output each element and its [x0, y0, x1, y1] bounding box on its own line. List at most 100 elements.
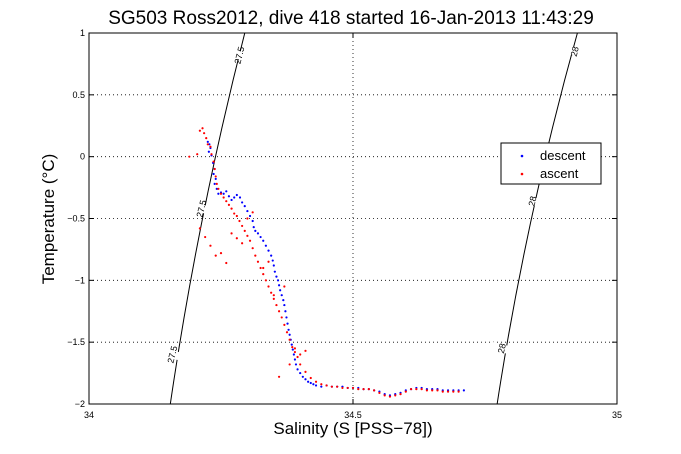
ascent-point [283, 285, 286, 288]
ascent-point [196, 153, 199, 156]
descent-point [217, 192, 220, 195]
ascent-point [251, 247, 254, 250]
descent-point [262, 239, 265, 242]
ascent-point [215, 182, 218, 185]
ascent-point [259, 266, 262, 270]
contour-label-bg [490, 341, 514, 355]
descent-point [301, 375, 304, 378]
chart-title: SG503 Ross2012, dive 418 started 16-Jan-… [108, 8, 594, 29]
ascent-point [357, 388, 360, 391]
ascent-point [304, 349, 307, 352]
ascent-point [346, 386, 349, 390]
ascent-point [404, 390, 407, 393]
descent-point [272, 264, 275, 267]
descent-point [320, 385, 323, 388]
ascent-point [209, 244, 212, 247]
descent-point [294, 363, 298, 366]
descent-point [246, 209, 249, 213]
ascent-point [330, 385, 333, 388]
ascent-point [320, 383, 323, 386]
ascent-point [293, 347, 297, 350]
ascent-point [336, 385, 339, 388]
ascent-point [409, 388, 413, 391]
descent-point [259, 235, 262, 239]
y-tick-label: −0.5 [67, 214, 85, 224]
ascent-point [214, 254, 217, 257]
descent-point [284, 310, 287, 313]
y-tick-label: −1 [75, 275, 85, 285]
y-tick-label: 0.5 [72, 90, 85, 100]
ascent-point [246, 217, 249, 220]
ascent-point [272, 297, 275, 300]
descent-point [314, 384, 318, 387]
ascent-point [431, 389, 434, 392]
ascent-point [309, 376, 312, 380]
ascent-point [238, 219, 241, 223]
descent-point [285, 316, 288, 319]
y-tick-label: −1.5 [67, 337, 85, 347]
descent-point [275, 275, 278, 278]
descent-point [276, 279, 280, 282]
ascent-point [251, 211, 254, 214]
ascent-point [188, 155, 191, 158]
descent-point [251, 219, 254, 223]
descent-point [286, 322, 289, 325]
descent-point [256, 232, 260, 235]
descent-point [279, 289, 282, 292]
ascent-point [378, 391, 381, 394]
ascent-point [225, 261, 228, 265]
ascent-point [441, 390, 444, 393]
ascent-point [230, 207, 233, 210]
descent-point [270, 254, 273, 257]
y-tick-label: 0 [80, 152, 85, 162]
descent-point [212, 172, 215, 176]
ascent-point [241, 242, 244, 245]
legend-ascent-label: ascent [540, 166, 579, 181]
descent-point [243, 205, 246, 208]
ascent-point [267, 260, 270, 263]
ascent-point [233, 212, 236, 215]
ascent-point [299, 353, 302, 356]
ascent-point [277, 375, 281, 378]
descent-point [299, 371, 302, 375]
ascent-point [241, 224, 244, 228]
ascent-point [415, 388, 418, 391]
ascent-point [248, 239, 252, 242]
descent-point [283, 303, 286, 307]
ascent-point [314, 380, 318, 383]
descent-point [254, 229, 257, 232]
descent-point [208, 143, 211, 146]
ascent-point [203, 132, 206, 135]
ascent-point [262, 266, 265, 270]
descent-point [206, 140, 209, 143]
descent-point [282, 299, 285, 302]
descent-point [241, 201, 244, 204]
y-tick-label: 1 [80, 28, 85, 38]
axis-ticks: 34 34.5 35 −2 −1.5 −1 −0.5 0 0.5 1 [67, 28, 622, 420]
ascent-point [206, 143, 209, 146]
contour-label-bg [227, 48, 252, 62]
ascent-point [270, 291, 273, 294]
contour-label-bg [189, 202, 214, 216]
ascent-point [205, 137, 208, 140]
descent-point [215, 187, 218, 190]
ascent-point [367, 388, 370, 391]
ascent-point [212, 160, 215, 163]
descent-point [293, 358, 297, 361]
ascent-point [230, 232, 233, 235]
ascent-point [219, 252, 223, 255]
x-tick-label: 35 [612, 410, 622, 420]
descent-point [227, 195, 231, 198]
contour-label: 28 [526, 195, 538, 207]
ascent-point [264, 279, 267, 282]
ascent-point [262, 273, 265, 276]
descent-point [233, 196, 236, 199]
descent-point [230, 198, 233, 202]
ascent-point [399, 393, 402, 396]
ascent-point [204, 235, 207, 239]
descent-point [290, 343, 293, 346]
descent-point [264, 244, 267, 247]
descent-point [273, 270, 276, 273]
contour-label: 28 [496, 342, 508, 354]
ascent-point [304, 370, 307, 373]
